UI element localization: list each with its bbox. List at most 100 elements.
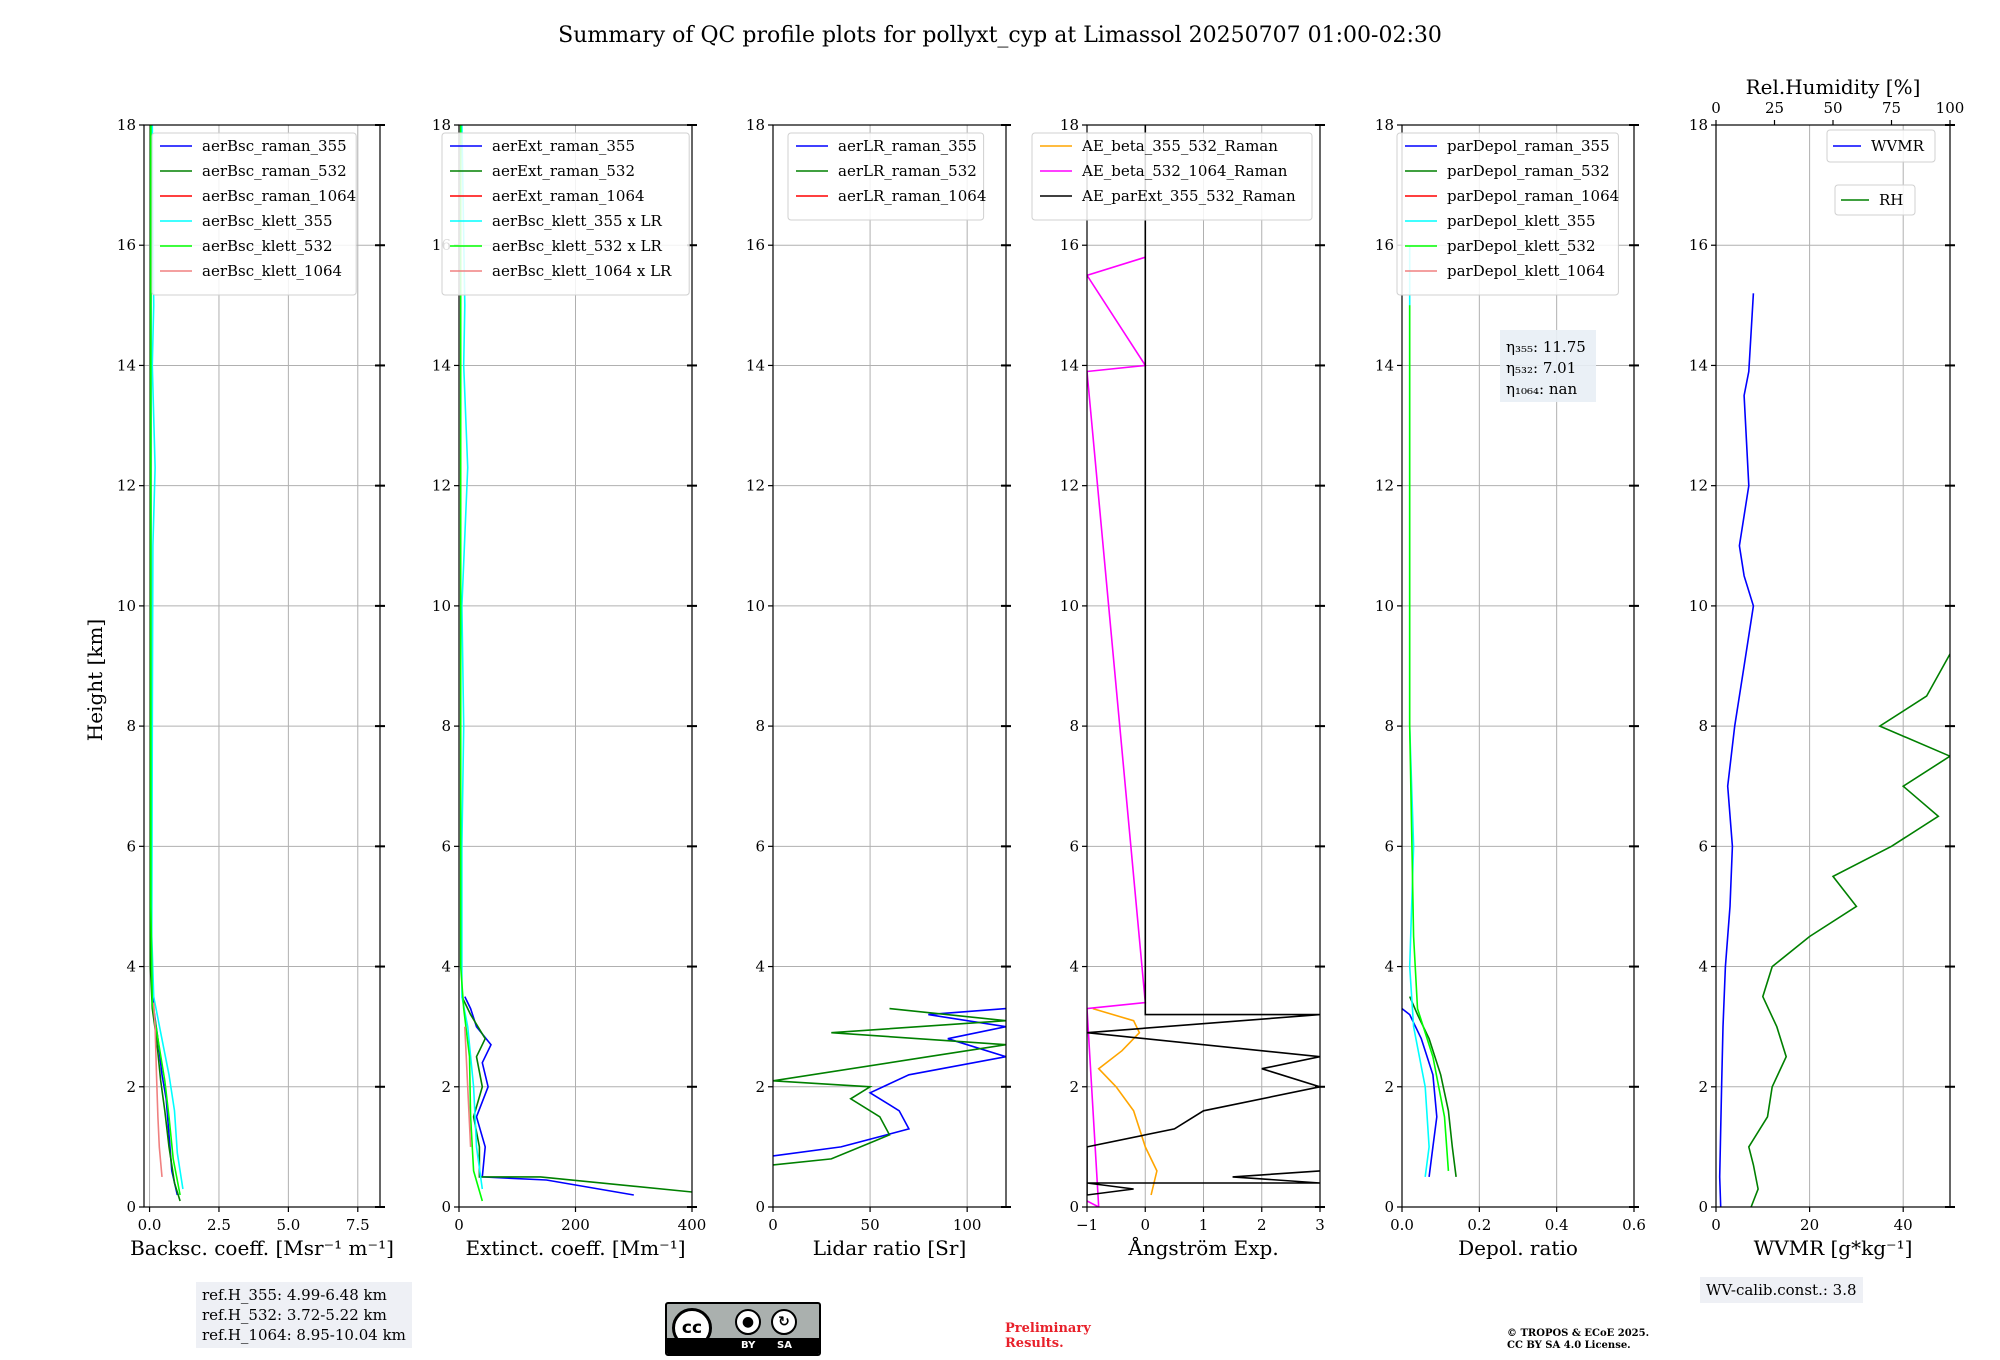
series-group — [1087, 125, 1320, 1207]
legend: AE_beta_355_532_Raman AE_beta_532_1064_Ra… — [1031, 132, 1313, 221]
license-sa: SA — [777, 1340, 792, 1351]
y-tick-label: 14 — [1060, 356, 1079, 374]
x-axis-label: Extinct. coeff. [Mm⁻¹] — [465, 1236, 685, 1260]
y-tick-label: 16 — [1689, 236, 1708, 254]
series-line-aerBsc_klett_532 x LR — [459, 125, 484, 1202]
legend-label: aerBsc_klett_1064 x LR — [492, 262, 672, 280]
axes-frame — [143, 124, 381, 1208]
y-tick-label: 8 — [1698, 717, 1708, 735]
share-alike-icon: ↻ — [771, 1309, 797, 1335]
y-tick-label: 14 — [432, 356, 451, 374]
series-line-parDepol_raman_532 — [1408, 996, 1457, 1178]
x-tick-label: 20 — [1800, 1216, 1819, 1234]
y-tick-label: 6 — [126, 837, 136, 855]
legend-label: aerExt_raman_1064 — [492, 187, 645, 205]
series-line-WVMR — [1718, 293, 1755, 1207]
wv-calib-box: WV-calib.const.: 3.8 — [1700, 1277, 1863, 1303]
attribution-icon: ● — [735, 1309, 761, 1335]
preliminary-line-1: Preliminary — [1005, 1321, 1091, 1336]
reference-heights-box: ref.H_355: 4.99-6.48 km ref.H_532: 3.72-… — [196, 1282, 412, 1348]
panel-lr: 0 2 4 6 8 10 12 14 16 18 0 50 100 Lidar ratio [Sr] aer… — [746, 116, 1011, 1260]
series-line-AE_beta_532_1064_Raman — [1087, 256, 1147, 1207]
copyright-line-1: © TROPOS & ECoE 2025. — [1507, 1328, 1650, 1339]
x-tick-label: 200 — [561, 1216, 590, 1234]
series-line-aerExt_raman_532 — [461, 996, 692, 1193]
y-tick-label: 2 — [1384, 1078, 1394, 1096]
legend-box — [441, 132, 690, 296]
x-tick-label: 0 — [768, 1216, 778, 1234]
series-line-aerLR_raman_532 — [773, 1007, 1006, 1166]
series-line-aerBsc_klett_355 x LR — [461, 125, 484, 1190]
legend: aerBsc_raman_355 aerBsc_raman_532 aerBsc_r… — [151, 132, 357, 296]
x-tick-label: 0.0 — [138, 1216, 162, 1234]
x-tick-label: 1 — [1199, 1216, 1209, 1234]
y-tick-label: 16 — [1375, 236, 1394, 254]
y-tick-label: 0 — [755, 1198, 765, 1216]
y-tick-label: 2 — [1698, 1078, 1708, 1096]
series-line-AE_parExt_355_532_Raman — [1087, 125, 1320, 1196]
cc-license-badge: cc ● ↻ BY SA — [665, 1302, 821, 1356]
annotation-box — [1500, 330, 1596, 402]
y-tick-label: 4 — [1384, 958, 1394, 976]
legend-label: aerBsc_raman_355 — [202, 137, 347, 155]
panel-dep: 0 2 4 6 8 10 12 14 16 18 0.0 0.2 0.4 0.6 Depol. ratio p… — [1375, 116, 1646, 1260]
y-tick-label: 14 — [117, 356, 136, 374]
legend-label: parDepol_raman_532 — [1447, 162, 1610, 180]
y-tick-label: 10 — [1375, 597, 1394, 615]
legend-label: aerLR_raman_532 — [838, 162, 977, 180]
y-tick-label: 14 — [746, 356, 765, 374]
legend-box — [151, 132, 357, 296]
legend-label: aerBsc_klett_355 x LR — [492, 212, 663, 230]
legend: aerExt_raman_355 aerExt_raman_532 aerExt_r… — [441, 132, 690, 296]
y-tick-label: 0 — [1069, 1198, 1079, 1216]
y-tick-label: 4 — [1698, 958, 1708, 976]
y-tick-label: 0 — [126, 1198, 136, 1216]
y-tick-label: 10 — [1060, 597, 1079, 615]
y-tick-label: 2 — [126, 1078, 136, 1096]
panel-bsc: 0 2 4 6 8 10 12 14 16 18 0.0 2.5 5.0 7.5 Backsc. coeff… — [117, 116, 394, 1260]
y-tick-label: 12 — [1375, 477, 1394, 495]
y-tick-label: 10 — [746, 597, 765, 615]
legend-label: aerExt_raman_355 — [492, 137, 635, 155]
legend-label: aerLR_raman_1064 — [838, 187, 986, 205]
y-tick-label: 16 — [117, 236, 136, 254]
y-tick-label: 18 — [432, 116, 451, 134]
series-line-RH — [1747, 653, 1950, 1207]
legend-label: aerBsc_klett_532 x LR — [492, 237, 663, 255]
copyright-line-2: CC BY SA 4.0 License. — [1507, 1340, 1631, 1351]
preliminary-line-2: Results. — [1005, 1336, 1064, 1351]
x-tick-label: 0 — [454, 1216, 464, 1234]
y-tick-label: 0 — [1698, 1198, 1708, 1216]
x-tick-label: 0 — [1711, 1216, 1721, 1234]
legend-label: aerExt_raman_532 — [492, 162, 635, 180]
x-tick-label: 0.2 — [1467, 1216, 1491, 1234]
y-tick-label: 18 — [1060, 116, 1079, 134]
legend-label: WVMR — [1871, 137, 1925, 155]
legend-label: parDepol_klett_532 — [1447, 237, 1596, 255]
y-tick-label: 0 — [1384, 1198, 1394, 1216]
axes-frame — [772, 124, 1007, 1208]
legend-box — [1031, 132, 1313, 221]
legend-label: AE_beta_532_1064_Raman — [1081, 162, 1288, 180]
y-tick-label: 18 — [1375, 116, 1394, 134]
y-tick-label: 18 — [117, 116, 136, 134]
x-tick-label: 50 — [861, 1216, 880, 1234]
legend-label: parDepol_raman_1064 — [1447, 187, 1619, 205]
series-group — [1402, 245, 1457, 1178]
top-x-tick-label: 50 — [1823, 99, 1842, 117]
x-tick-label: 100 — [953, 1216, 982, 1234]
legend-entry: RH — [1834, 184, 1916, 216]
x-axis-label: WVMR [g*kg⁻¹] — [1754, 1236, 1913, 1260]
series-line-aerExt_raman_355 — [464, 996, 634, 1196]
x-tick-label: 3 — [1315, 1216, 1325, 1234]
series-group — [773, 1007, 1006, 1166]
ref-height-355: ref.H_355: 4.99-6.48 km — [202, 1286, 387, 1304]
series-line-aerBsc_klett_1064 — [152, 1002, 163, 1177]
series-line-aerBsc_klett_1064 x LR — [464, 1026, 472, 1147]
series-group — [1718, 293, 1950, 1207]
x-tick-label: −1 — [1076, 1216, 1098, 1234]
legend-label: parDepol_klett_1064 — [1447, 262, 1605, 280]
height-axis-label: Height [km] — [83, 619, 107, 741]
